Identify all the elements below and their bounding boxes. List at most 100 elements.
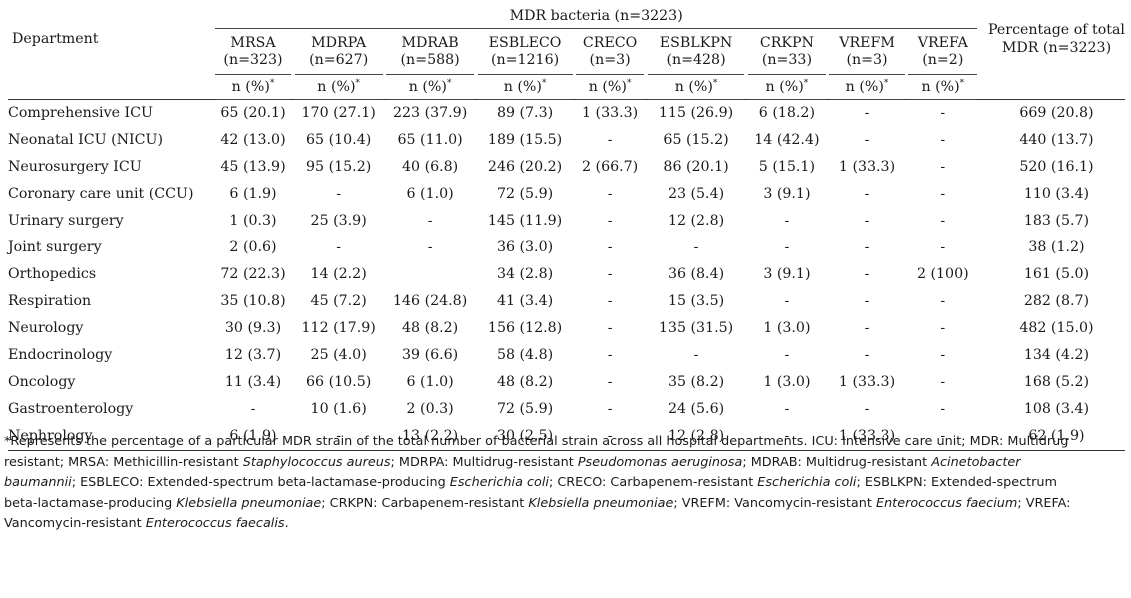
value-cell: - [940, 400, 946, 417]
total-cell: 62 (1.9) [987, 422, 1125, 451]
column-unit: n (%)* [576, 74, 645, 100]
department-cell: Coronary care unit (CCU) [8, 185, 194, 202]
value-cell: 48 (8.2) [402, 320, 459, 337]
column-unit: n (%)* [747, 74, 826, 100]
department-cell: Neurology [8, 320, 84, 337]
total-cell: 482 (15.0) [1019, 320, 1094, 337]
value-cell: 12 (2.8) [647, 422, 745, 451]
value-cell: 39 (6.6) [402, 346, 459, 363]
column-name: CRECO [582, 34, 638, 51]
value-cell: 3 (9.1) [763, 266, 811, 283]
column-count: (n=33) [761, 51, 812, 68]
footnote-text: ; MDRAB: Multidrug-resistant [742, 454, 932, 470]
value-cell: 1 (3.0) [763, 373, 811, 390]
value-cell: 45 (7.2) [310, 293, 367, 310]
total-cell: 520 (16.1) [1019, 158, 1094, 175]
column-name-row: MRSA (n=323) MDRPA (n=627) MDRAB (n=588) ESBLE… [8, 28, 1125, 75]
column-unit: n (%)* [647, 74, 745, 100]
table-row: Respiration 35 (10.8) 45 (7.2) 146 (24.8) 41… [8, 288, 1125, 315]
value-cell: 170 (27.1) [294, 98, 383, 127]
department-cell: Neonatal ICU (NICU) [8, 131, 163, 148]
mdr-table: Department MDR bacteria (n=3223) Percent… [8, 4, 1125, 451]
value-cell: 112 (17.9) [301, 320, 376, 337]
column-count: (n=588) [400, 51, 460, 68]
column-unit-row: n (%)* n (%)* n (%)* n (%)* n (%)* n (%)* n (%… [8, 74, 1125, 100]
column-unit-text: n (%)* [674, 77, 718, 95]
value-cell: 35 (8.2) [667, 373, 725, 390]
column-unit: n (%)* [214, 74, 292, 100]
value-cell: 1 (33.3) [838, 158, 896, 175]
column-header-esbleco: ESBLECO (n=1216) [477, 28, 573, 75]
value-cell: 6 (1.9) [214, 422, 292, 451]
value-cell: 36 (8.4) [667, 266, 725, 283]
footnote-species-name: Staphylococcus aureus [242, 454, 391, 470]
value-cell: - [864, 212, 870, 229]
value-cell: - [864, 185, 870, 202]
total-cell: 38 (1.2) [1028, 239, 1085, 256]
value-cell: 6 (1.0) [406, 185, 454, 202]
value-cell: 36 (3.0) [496, 239, 554, 256]
value-cell: 146 (24.8) [392, 293, 468, 310]
table-row: Oncology 11 (3.4) 66 (10.5) 6 (1.0) 48 (8.2)… [8, 369, 1125, 396]
column-unit-text: n (%)* [231, 77, 275, 95]
value-cell: - [693, 346, 699, 363]
value-cell: - [784, 400, 790, 417]
value-cell: 14 (2.2) [310, 266, 367, 283]
column-unit: n (%)* [386, 74, 475, 100]
column-unit: n (%)* [477, 74, 573, 100]
column-unit: n (%)* [294, 74, 383, 100]
value-cell: - [940, 185, 946, 202]
footnote-text: ; VREFM: Vancomycin-resistant [673, 495, 876, 511]
value-cell: 2 (0.3) [406, 400, 454, 417]
column-name: ESBLECO [488, 34, 562, 51]
value-cell: 1 (33.3) [576, 98, 645, 127]
value-cell: 1 (0.3) [229, 212, 277, 229]
value-cell: - [940, 346, 946, 363]
value-cell: 72 (5.9) [496, 185, 554, 202]
value-cell: 25 (3.9) [310, 212, 367, 229]
footnote-text: ; ESBLKPN: Extended-spectrum beta-lactam… [4, 475, 1057, 511]
value-cell: 25 (4.0) [310, 346, 367, 363]
table-row: Gastroenterology - 10 (1.6) 2 (0.3) 72 (5.9)… [8, 396, 1125, 423]
total-header: Percentage of total MDR (n=3223) [988, 4, 1125, 75]
value-cell: - [864, 266, 870, 283]
value-cell: 89 (7.3) [477, 98, 573, 127]
column-name: VREFM [839, 34, 895, 51]
column-count: (n=2) [922, 51, 964, 68]
total-header-line1: Percentage of total [987, 22, 1125, 39]
column-name: VREFA [917, 34, 968, 51]
value-cell: - [908, 98, 978, 127]
column-count: (n=323) [223, 51, 283, 68]
value-cell: 2 (100) [916, 266, 969, 283]
value-cell: 1 (33.3) [838, 373, 896, 390]
value-cell: 246 (20.2) [487, 158, 563, 175]
table-row: Neurosurgery ICU 45 (13.9) 95 (15.2) 40 (6.… [8, 154, 1125, 181]
total-header-line2: MDR (n=3223) [1001, 40, 1112, 57]
column-unit-text: n (%)* [408, 77, 452, 95]
column-name: CRKPN [759, 34, 814, 51]
value-cell: 48 (8.2) [496, 373, 554, 390]
value-cell: 14 (42.4) [754, 131, 820, 148]
value-cell: 34 (2.8) [496, 266, 554, 283]
mdr-group-header: MDR bacteria (n=3223) [214, 4, 978, 29]
table-row: Comprehensive ICU 65 (20.1) 170 (27.1) 223 … [8, 98, 1125, 127]
value-cell: 6 (18.2) [747, 98, 826, 127]
value-cell: - [607, 131, 613, 148]
value-cell: 72 (5.9) [496, 400, 554, 417]
value-cell: - [940, 293, 946, 310]
total-cell: 134 (4.2) [1023, 346, 1090, 363]
column-name: MRSA [230, 34, 276, 51]
table-row: Urinary surgery 1 (0.3) 25 (3.9) - 145 (11.9… [8, 208, 1125, 235]
footnote-text: ; ESBLECO: Extended-spectrum beta-lactam… [71, 475, 450, 491]
value-cell: 15 (3.5) [667, 293, 725, 310]
value-cell: 2 (66.7) [582, 158, 639, 175]
value-cell: 189 (15.5) [487, 131, 563, 148]
value-cell: 86 (20.1) [663, 158, 729, 175]
column-header-vrefa: VREFA (n=2) [908, 28, 978, 75]
value-cell: 223 (37.9) [386, 98, 475, 127]
value-cell: - [294, 422, 383, 451]
column-name: ESBLKPN [659, 34, 733, 51]
footnote-species-name: Klebsiella pneumoniae [528, 495, 674, 511]
department-cell: Respiration [8, 293, 92, 310]
value-cell: - [784, 239, 790, 256]
